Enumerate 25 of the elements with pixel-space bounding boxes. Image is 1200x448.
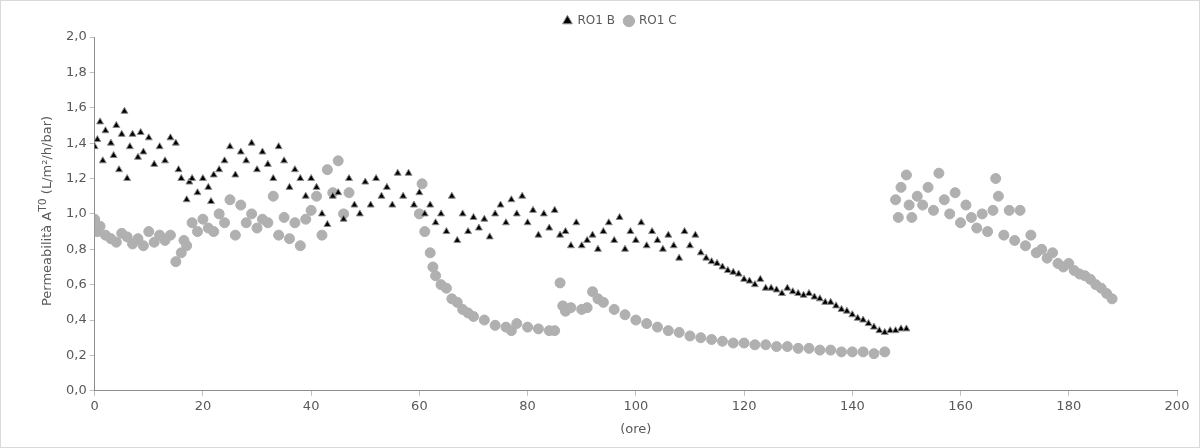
y-tick-label: 2,0 [65,28,87,44]
x-tick-label: 60 [411,397,428,413]
y-tick-label: 1,2 [65,169,87,185]
x-tick-label: 40 [302,397,320,413]
x-tick-label: 120 [731,397,757,413]
y-tick-label: 0,0 [65,382,87,398]
x-tick-label: 0 [90,397,99,413]
y-tick-label: 1,6 [65,99,87,115]
x-tick-label: 200 [1164,397,1190,413]
x-tick-label: 100 [623,397,649,413]
x-axis-title: (ore) [620,420,652,436]
legend-label: RO1 B [577,13,615,28]
x-tick-label: 160 [948,397,973,413]
y-tick-label: 1,0 [65,205,87,221]
x-tick-label: 140 [839,397,865,413]
x-tick-label: 20 [194,397,212,413]
x-tick-label: 80 [519,397,536,413]
x-tick-label: 180 [1056,397,1082,413]
legend-label: RO1 C [638,13,677,28]
y-tick-label: 0,4 [65,311,87,327]
y-tick-label: 0,6 [65,276,87,292]
y-tick-label: 0,8 [65,240,87,256]
y-tick-label: 0,2 [65,346,87,362]
y-tick-label: 1,8 [65,63,87,79]
y-tick-label: 1,4 [65,134,87,150]
